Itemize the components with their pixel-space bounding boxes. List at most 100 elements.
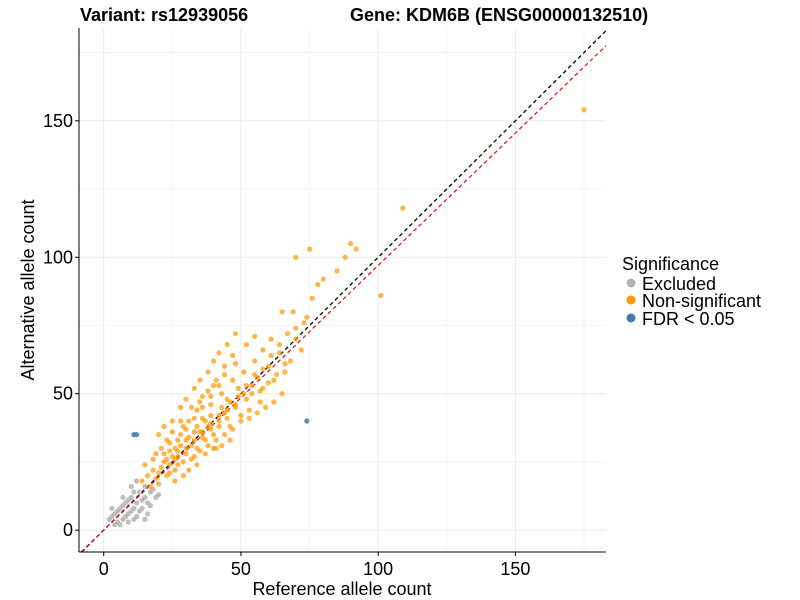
point-non-significant xyxy=(342,254,348,260)
point-non-significant xyxy=(205,369,211,375)
point-non-significant xyxy=(224,407,230,413)
point-non-significant xyxy=(290,309,296,315)
point-non-significant xyxy=(169,418,175,424)
point-non-significant xyxy=(216,382,222,389)
point-excluded xyxy=(125,497,131,503)
point-excluded xyxy=(136,489,142,495)
point-non-significant xyxy=(285,331,291,337)
point-non-significant xyxy=(208,393,214,399)
reference-line-fitted xyxy=(80,45,607,553)
point-non-significant xyxy=(197,399,203,405)
point-non-significant xyxy=(260,366,266,372)
point-non-significant xyxy=(243,342,249,348)
point-non-significant xyxy=(191,437,197,443)
point-non-significant xyxy=(164,473,170,479)
point-non-significant xyxy=(188,404,195,410)
point-non-significant xyxy=(378,292,384,299)
point-non-significant xyxy=(167,440,173,446)
point-excluded xyxy=(112,522,118,528)
point-non-significant xyxy=(252,358,258,364)
point-excluded xyxy=(120,494,126,500)
point-non-significant xyxy=(348,241,354,247)
point-non-significant xyxy=(230,426,236,432)
point-non-significant xyxy=(268,336,274,342)
point-non-significant xyxy=(230,377,236,383)
point-non-significant xyxy=(153,475,159,481)
legend: Significance Excluded Non-significant FD… xyxy=(622,254,761,329)
point-non-significant xyxy=(238,418,244,424)
point-non-significant xyxy=(183,451,189,457)
point-non-significant xyxy=(243,396,249,402)
point-non-significant xyxy=(227,399,233,405)
point-non-significant xyxy=(158,464,164,470)
point-excluded xyxy=(131,516,137,522)
point-non-significant xyxy=(304,314,310,320)
x-axis-title: Reference allele count xyxy=(252,579,431,599)
point-non-significant xyxy=(279,309,285,315)
point-excluded xyxy=(125,519,131,525)
point-non-significant xyxy=(293,254,299,260)
point-non-significant xyxy=(175,448,181,454)
point-non-significant xyxy=(142,462,148,468)
y-tick-label: 0 xyxy=(63,520,73,540)
point-non-significant xyxy=(156,432,162,438)
point-excluded xyxy=(142,483,148,490)
point-non-significant xyxy=(145,473,151,479)
point-non-significant xyxy=(153,451,159,457)
point-non-significant xyxy=(221,363,228,369)
point-non-significant xyxy=(235,393,241,399)
point-non-significant xyxy=(216,418,222,424)
legend-title: Significance xyxy=(622,254,719,274)
point-non-significant xyxy=(180,459,186,465)
point-non-significant xyxy=(180,473,186,479)
x-tick-label: 150 xyxy=(500,559,530,579)
point-non-significant xyxy=(257,388,263,394)
reference-lines xyxy=(80,30,607,553)
point-fdr-0-05 xyxy=(134,432,140,438)
point-non-significant xyxy=(178,432,184,438)
point-non-significant xyxy=(260,347,266,353)
point-non-significant xyxy=(158,445,164,451)
point-non-significant xyxy=(224,415,230,421)
point-non-significant xyxy=(199,429,206,435)
point-non-significant xyxy=(249,391,255,397)
point-non-significant xyxy=(219,404,225,410)
axes xyxy=(78,28,606,553)
point-excluded xyxy=(136,508,142,514)
point-non-significant xyxy=(208,426,214,432)
point-non-significant xyxy=(581,107,587,113)
legend-label-non-significant: Non-significant xyxy=(642,291,761,311)
y-axis-title: Alternative allele count xyxy=(18,199,38,380)
point-non-significant xyxy=(235,385,241,391)
point-non-significant xyxy=(150,467,156,473)
point-non-significant xyxy=(178,404,184,410)
point-non-significant xyxy=(202,451,208,457)
point-excluded xyxy=(139,497,145,503)
point-non-significant xyxy=(257,399,263,405)
point-non-significant xyxy=(232,361,239,367)
legend-key-non-significant xyxy=(626,295,636,305)
point-non-significant xyxy=(334,268,340,274)
point-excluded xyxy=(128,483,134,490)
ticks: 0 50 100 150 0 50 100 150 xyxy=(43,111,530,579)
point-non-significant xyxy=(175,437,181,443)
point-non-significant xyxy=(172,478,178,484)
point-non-significant xyxy=(309,295,315,301)
point-non-significant xyxy=(287,358,293,364)
point-excluded xyxy=(134,500,140,506)
point-excluded xyxy=(156,492,162,498)
point-excluded xyxy=(147,503,153,509)
point-non-significant xyxy=(150,456,156,462)
legend-key-fdr xyxy=(626,313,636,323)
point-non-significant xyxy=(161,451,167,457)
point-non-significant xyxy=(216,423,222,430)
legend-key-excluded xyxy=(626,278,636,288)
point-non-significant xyxy=(202,418,208,424)
point-non-significant xyxy=(213,437,219,443)
point-non-significant xyxy=(279,391,285,397)
point-fdr-0-05 xyxy=(304,418,310,424)
point-non-significant xyxy=(227,437,233,443)
point-excluded xyxy=(109,505,115,511)
point-non-significant xyxy=(320,276,326,282)
point-non-significant xyxy=(276,350,282,356)
